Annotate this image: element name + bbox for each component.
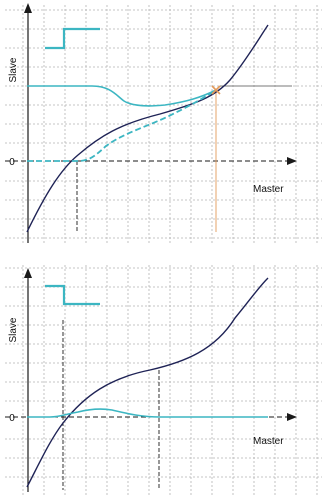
- top-step-legend: [45, 27, 100, 50]
- bottom-grid: [5, 265, 322, 495]
- top-y-axis-arrow: [24, 3, 32, 13]
- bottom-slave-curve: [26, 277, 269, 488]
- top-zero-label: 0: [9, 157, 15, 168]
- bottom-x-axis-label: Master: [253, 436, 284, 447]
- top-intersection-x-icon: [211, 85, 221, 95]
- top-slave-curve: [26, 24, 269, 233]
- top-x-axis-label: Master: [253, 184, 284, 195]
- bottom-cam-curve: [27, 408, 268, 418]
- top-grid: [5, 5, 322, 243]
- bottom-zero-label: 0: [9, 413, 15, 424]
- top-diagram: Slave 0 Master: [5, 3, 322, 243]
- bottom-y-axis-arrow: [24, 268, 32, 278]
- top-x-axis-arrow: [287, 157, 297, 165]
- bottom-step-legend: [45, 284, 100, 306]
- bottom-diagram: Slave 0 Master: [5, 265, 322, 495]
- bottom-y-axis-label: Slave: [8, 317, 19, 342]
- top-cam-transition-curve: [27, 89, 217, 162]
- top-y-axis-label: Slave: [8, 57, 19, 82]
- top-cam-curve: [27, 85, 217, 107]
- bottom-x-axis-arrow: [287, 413, 297, 421]
